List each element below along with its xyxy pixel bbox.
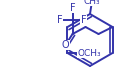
Text: OCH₃: OCH₃ [78,49,101,57]
Text: F: F [70,3,75,13]
Text: F: F [81,15,86,25]
Text: F: F [57,15,62,25]
Text: CH₃: CH₃ [84,0,100,6]
Text: O: O [62,40,69,50]
